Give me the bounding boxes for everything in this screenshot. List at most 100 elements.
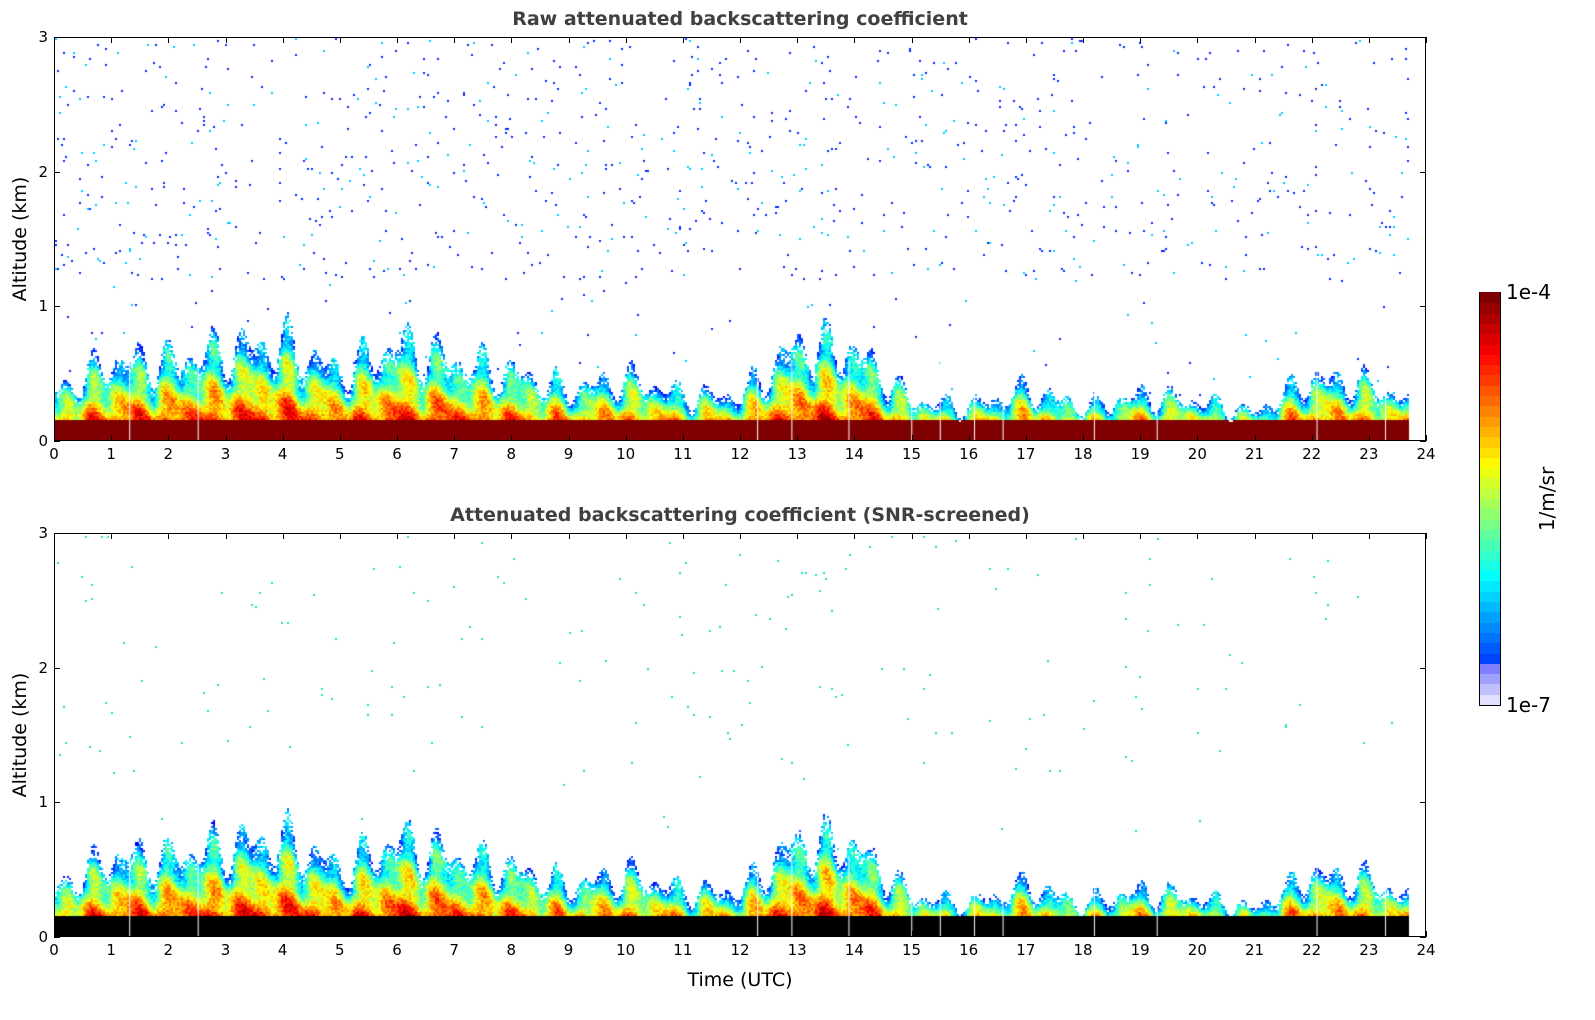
colorbar-segment [1480,508,1500,520]
x-tick-mark [968,37,970,43]
colorbar-segment [1480,611,1500,623]
colorbar [1479,291,1501,706]
colorbar-segment [1480,600,1500,613]
colorbar-segment [1480,363,1500,376]
y-axis-label-raw: Altitude (km) [9,176,31,302]
colorbar-segment [1480,487,1500,499]
x-tick-mark [54,931,55,937]
x-tick-mark [968,931,970,937]
x-tick-mark [454,37,456,43]
x-tick-label: 21 [1244,941,1265,959]
x-tick-mark [1140,37,1142,43]
colorbar-segment [1480,322,1500,335]
x-tick-mark [854,533,856,539]
x-tick-mark [54,533,55,539]
colorbar-segment [1480,559,1500,572]
y-tick-mark [1420,937,1426,938]
x-tick-label: 15 [901,941,922,959]
colorbar-segment [1480,374,1500,386]
x-tick-label: 13 [787,445,807,463]
chart-title-raw: Raw attenuated backscattering coefficien… [512,8,968,30]
x-tick-mark [568,533,570,539]
x-tick-mark [797,533,799,539]
x-tick-mark [1083,37,1084,43]
x-tick-mark [1426,533,1427,539]
x-tick-mark [625,533,627,539]
x-tick-mark [1197,533,1199,539]
x-tick-label: 11 [673,941,693,959]
x-tick-label: 20 [1187,941,1207,959]
heatmap-raw [55,38,1425,440]
x-tick-mark [511,435,513,441]
y-tick-mark [54,441,60,442]
x-tick-mark [854,931,856,937]
x-tick-label: 23 [1359,445,1379,463]
x-tick-mark [1426,931,1427,937]
x-tick-mark [225,931,227,937]
y-tick-mark [54,171,60,173]
y-tick-label: 0 [38,432,48,450]
plot-raw [54,37,1426,441]
x-tick-label: 17 [1016,941,1036,959]
y-tick-mark [54,802,60,804]
x-tick-label: 0 [49,941,59,959]
colorbar-segment [1480,683,1500,695]
chart-title-screened: Attenuated backscattering coefficient (S… [450,504,1030,526]
x-tick-label: 6 [392,941,402,959]
colorbar-segment [1480,425,1500,438]
x-tick-label: 5 [335,445,345,463]
x-tick-mark [797,37,799,43]
colorbar-segment [1480,528,1500,541]
x-tick-mark [1311,533,1313,539]
y-tick-label: 0 [38,928,48,946]
x-tick-mark [1254,435,1256,441]
x-tick-mark [1426,435,1427,441]
x-tick-mark [168,37,170,43]
x-tick-mark [225,37,227,43]
x-tick-mark [282,533,284,539]
y-tick-mark [54,937,60,938]
colorbar-segment [1480,405,1500,417]
colorbar-segment [1480,631,1500,644]
x-tick-mark [911,37,913,43]
x-tick-label: 2 [163,941,174,959]
x-tick-mark [854,435,856,441]
x-tick-label: 11 [673,445,693,463]
x-tick-label: 12 [730,941,750,959]
x-tick-mark [568,37,570,43]
colorbar-segment [1480,291,1500,304]
x-tick-mark [911,533,913,539]
x-tick-label: 12 [730,445,750,463]
colorbar-segment [1480,549,1500,561]
x-tick-label: 3 [220,941,231,959]
colorbar-min-label: 1e-7 [1506,693,1551,717]
x-tick-mark [1025,37,1027,43]
x-tick-mark [168,533,170,539]
x-tick-mark [911,931,913,937]
x-tick-mark [682,533,684,539]
x-tick-mark [1368,931,1370,937]
x-tick-mark [397,37,398,43]
x-tick-mark [111,435,113,441]
x-tick-mark [1025,931,1027,937]
x-tick-mark [111,931,113,937]
x-tick-mark [797,931,799,937]
x-tick-mark [1197,37,1199,43]
colorbar-segment [1480,415,1500,427]
x-tick-mark [682,931,684,937]
x-tick-label: 17 [1016,445,1036,463]
x-tick-mark [397,533,398,539]
x-tick-mark [454,931,456,937]
x-tick-label: 20 [1187,445,1207,463]
x-tick-mark [1197,931,1199,937]
colorbar-segment [1480,590,1500,602]
x-tick-mark [625,931,627,937]
x-tick-mark [454,533,456,539]
colorbar-segment [1480,302,1500,314]
x-tick-mark [282,931,284,937]
x-tick-mark [625,37,627,43]
x-tick-mark [1140,931,1142,937]
x-tick-mark [968,533,970,539]
x-tick-mark [568,931,570,937]
x-tick-mark [740,37,741,43]
